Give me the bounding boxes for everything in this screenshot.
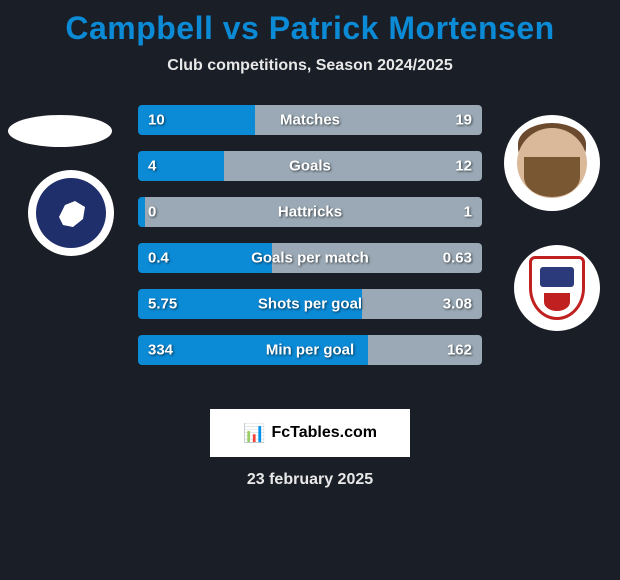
stat-right-value: 12 [455,158,472,175]
comparison-stage: 10 19 Matches 4 12 Goals 0 1 Hattricks 0.4 0.63 Goa… [0,105,620,385]
stat-bar: 334 162 Min per goal [138,335,482,365]
club-left-badge [36,178,106,248]
stat-bar-left-seg [138,197,145,227]
stat-bar-right-seg [224,151,482,181]
stat-label: Hattricks [278,204,342,221]
stat-bar: 10 19 Matches [138,105,482,135]
chart-icon: 📊 [243,423,265,444]
player-right-avatar [504,115,600,211]
subtitle: Club competitions, Season 2024/2025 [0,57,620,75]
stats-bars: 10 19 Matches 4 12 Goals 0 1 Hattricks 0.4 0.63 Goa… [138,105,482,365]
stat-left-value: 5.75 [148,296,177,313]
stat-right-value: 0.63 [443,250,472,267]
stat-label: Min per goal [266,342,354,359]
stat-label: Matches [280,112,340,129]
player-left-avatar [8,115,112,147]
stat-left-value: 0 [148,204,156,221]
date-text: 23 february 2025 [0,471,620,489]
avatar-beard [524,157,580,197]
stat-right-value: 19 [455,112,472,129]
watermark-text: FcTables.com [271,424,377,442]
stat-label: Shots per goal [258,296,362,313]
stat-bar: 0 1 Hattricks [138,197,482,227]
watermark: 📊 FcTables.com [210,409,410,457]
stat-left-value: 10 [148,112,165,129]
stat-left-value: 334 [148,342,173,359]
stat-bar: 0.4 0.63 Goals per match [138,243,482,273]
stat-left-value: 4 [148,158,156,175]
stat-right-value: 1 [464,204,472,221]
stat-bar: 5.75 3.08 Shots per goal [138,289,482,319]
stat-label: Goals per match [251,250,369,267]
stat-left-value: 0.4 [148,250,169,267]
club-right-badge [529,256,585,320]
stat-bar: 4 12 Goals [138,151,482,181]
stat-label: Goals [289,158,331,175]
stat-right-value: 3.08 [443,296,472,313]
page-title: Campbell vs Patrick Mortensen [0,0,620,47]
club-left-logo [28,170,114,256]
stat-right-value: 162 [447,342,472,359]
club-right-logo [514,245,600,331]
